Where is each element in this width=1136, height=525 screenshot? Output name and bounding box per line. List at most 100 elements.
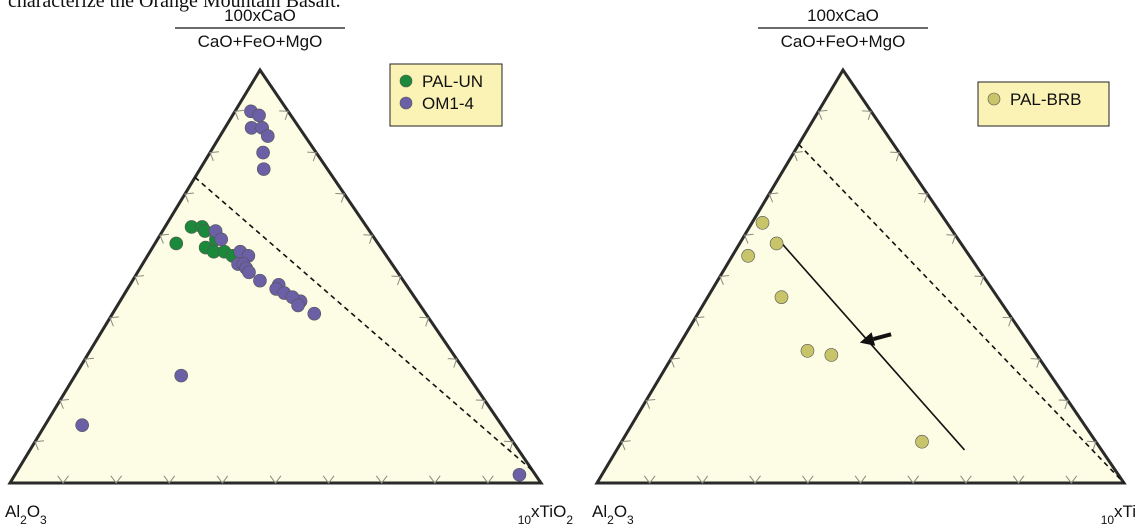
tick-mark: [234, 109, 245, 120]
solid-trend-line: [781, 242, 966, 451]
point-pal-brb-6: [824, 348, 839, 362]
tick-mark: [719, 275, 730, 286]
tick-mark: [890, 151, 900, 162]
tick-mark: [419, 316, 430, 327]
apex-right-label: 10xTiO2: [1101, 502, 1136, 525]
tick-mark: [802, 475, 814, 484]
legend: PAL-BRB: [977, 81, 1110, 127]
apex-right-label: 10xTiO2: [518, 502, 574, 525]
ternary-chart-2: PAL-BRB 100xCaO CaO+FeO+MgO Al2O3 10xTiO2: [592, 6, 1136, 525]
tick-mark: [375, 475, 388, 484]
tick-mark: [110, 475, 122, 484]
apex-top-label-numerator: 100xCaO: [807, 6, 879, 25]
tick-mark: [391, 275, 402, 286]
tick-mark: [817, 109, 828, 120]
dashed-trend-line: [798, 143, 1125, 484]
tick-mark: [447, 358, 458, 368]
tick-mark: [503, 440, 514, 451]
caption-fragment: characterize the Orange Mountain Basalt.: [8, 0, 341, 12]
apex-top-label-denominator: CaO+FeO+MgO: [198, 32, 323, 51]
tick-mark: [482, 475, 494, 484]
tick-mark: [335, 192, 345, 203]
tick-mark: [429, 475, 441, 484]
apex-left-label: Al2O3: [5, 502, 47, 525]
tick-mark: [84, 357, 95, 368]
tick-mark: [279, 110, 289, 120]
tick-mark: [134, 275, 145, 286]
point-om1-4-24: [174, 368, 188, 383]
point-om1-4-7: [256, 162, 271, 176]
legend-box: [389, 63, 503, 127]
tick-mark: [1058, 399, 1069, 410]
legend-label-2: OM1-4: [422, 94, 474, 113]
tick-mark: [862, 110, 872, 120]
tick-mark: [696, 475, 709, 484]
point-pal-brb-1: [755, 216, 770, 230]
tick-mark: [109, 316, 120, 327]
tick-mark: [59, 399, 70, 409]
legend-label-1: PAL-BRB: [1010, 90, 1082, 109]
triangle-frame: [7, 67, 544, 485]
tick-mark: [363, 234, 374, 244]
tick-mark: [1030, 358, 1041, 368]
shift-arrow-head: [859, 332, 876, 346]
point-om1-4-9: [214, 232, 229, 247]
tick-mark: [209, 151, 220, 162]
tick-mark: [475, 399, 486, 410]
point-pal-brb-3: [741, 249, 755, 263]
tick-mark: [749, 475, 761, 484]
legend-marker-1: [399, 74, 413, 88]
tick-mark: [643, 475, 656, 484]
legend-marker-2: [399, 96, 413, 110]
dashed-trend-line: [194, 176, 534, 472]
tick-mark: [670, 357, 680, 368]
point-pal-brb-2: [769, 236, 784, 251]
ternary-chart-1: PAL-UN OM1-4 100xCaO CaO+FeO+MgO Al2O3 10xTiO…: [5, 6, 573, 525]
tick-mark: [1002, 316, 1013, 327]
tick-mark: [793, 151, 803, 162]
tick-mark: [307, 151, 317, 162]
tick-mark: [854, 475, 867, 484]
point-pal-brb-4: [774, 290, 789, 304]
point-om1-4-16: [253, 273, 267, 288]
tick-mark: [322, 475, 335, 484]
tick-mark: [34, 440, 45, 451]
tick-mark: [960, 475, 972, 484]
tick-mark: [645, 398, 656, 409]
tick-mark: [974, 275, 985, 286]
tick-mark: [694, 316, 705, 327]
tick-mark: [620, 440, 631, 451]
point-om1-4-25: [75, 418, 89, 432]
tick-mark: [159, 233, 170, 244]
tick-mark: [1086, 440, 1097, 451]
tick-mark: [768, 192, 779, 203]
tick-mark: [1065, 475, 1078, 484]
tick-mark: [57, 475, 69, 484]
tick-mark: [1012, 475, 1025, 484]
apex-left-label: Al2O3: [592, 502, 634, 525]
legend-box: [977, 81, 1110, 127]
tick-mark: [743, 233, 754, 244]
point-om1-4-26: [512, 467, 527, 482]
point-pal-brb-5: [800, 344, 815, 358]
point-om1-4-2: [252, 108, 266, 123]
point-om1-4-5: [260, 129, 275, 143]
tick-mark: [918, 192, 928, 203]
tick-mark: [907, 475, 919, 484]
legend-label-1: PAL-UN: [422, 72, 483, 91]
point-om1-4-22: [291, 298, 305, 313]
point-om1-4-6: [256, 145, 270, 160]
tick-mark: [163, 475, 176, 484]
tick-mark: [216, 475, 229, 484]
shift-arrow-shaft: [872, 332, 892, 341]
legend: PAL-UN OM1-4: [389, 63, 503, 127]
point-om1-4-15: [242, 265, 256, 280]
point-om1-4-23: [307, 306, 322, 321]
triangle-frame: [594, 67, 1127, 485]
tick-mark: [269, 475, 282, 484]
point-pal-brb-7: [915, 434, 929, 449]
apex-top-label-numerator: 100xCaO: [224, 6, 296, 25]
legend-marker-1: [987, 92, 1001, 106]
apex-top-label-denominator: CaO+FeO+MgO: [781, 32, 906, 51]
